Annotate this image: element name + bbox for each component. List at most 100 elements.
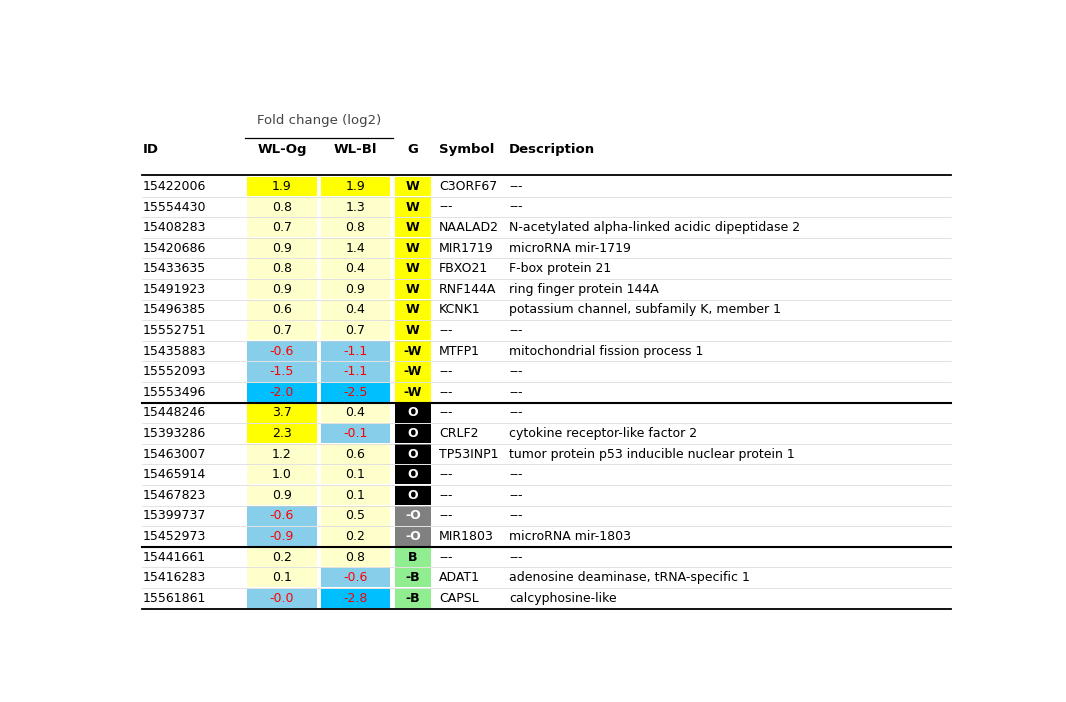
Bar <box>321 341 390 361</box>
Text: 15553496: 15553496 <box>143 386 207 399</box>
Text: 15393286: 15393286 <box>143 427 207 440</box>
Bar <box>247 568 317 588</box>
Text: ---: --- <box>439 324 452 337</box>
Text: 1.2: 1.2 <box>272 448 292 461</box>
Bar <box>321 300 390 319</box>
Text: ---: --- <box>510 550 522 564</box>
Bar <box>247 279 317 299</box>
Bar <box>247 259 317 279</box>
Text: CAPSL: CAPSL <box>439 592 479 604</box>
Bar <box>395 548 431 567</box>
Text: -W: -W <box>404 365 422 378</box>
Text: 15422006: 15422006 <box>143 180 207 193</box>
Text: Fold change (log2): Fold change (log2) <box>257 114 381 127</box>
Text: 15448246: 15448246 <box>143 406 207 419</box>
Text: -0.9: -0.9 <box>270 530 294 543</box>
Bar <box>321 465 390 484</box>
Bar <box>321 177 390 196</box>
Text: CRLF2: CRLF2 <box>439 427 479 440</box>
Text: 0.8: 0.8 <box>272 263 292 275</box>
Text: 15399737: 15399737 <box>143 510 207 522</box>
Bar <box>247 526 317 546</box>
Text: ---: --- <box>510 386 522 399</box>
Bar <box>247 548 317 567</box>
Text: WL-Og: WL-Og <box>257 143 307 156</box>
Text: ---: --- <box>510 489 522 502</box>
Bar <box>395 506 431 526</box>
Text: 3.7: 3.7 <box>272 406 292 419</box>
Text: G: G <box>407 143 418 156</box>
Text: -B: -B <box>405 571 420 584</box>
Text: ---: --- <box>439 550 452 564</box>
Text: MTFP1: MTFP1 <box>439 345 480 357</box>
Text: 0.9: 0.9 <box>272 283 292 296</box>
Text: 15433635: 15433635 <box>143 263 207 275</box>
Text: -O: -O <box>405 530 421 543</box>
Text: O: O <box>407 406 418 419</box>
Text: -0.6: -0.6 <box>343 571 368 584</box>
Text: -1.5: -1.5 <box>270 365 294 378</box>
Text: ---: --- <box>439 468 452 481</box>
Text: W: W <box>406 303 420 317</box>
Text: -0.1: -0.1 <box>343 427 368 440</box>
Text: Symbol: Symbol <box>439 143 495 156</box>
Text: 0.9: 0.9 <box>272 241 292 255</box>
Bar <box>395 197 431 217</box>
Bar <box>247 362 317 381</box>
Text: 15416283: 15416283 <box>143 571 207 584</box>
Bar <box>395 424 431 443</box>
Text: O: O <box>407 489 418 502</box>
Text: KCNK1: KCNK1 <box>439 303 481 317</box>
Bar <box>395 444 431 464</box>
Text: 0.6: 0.6 <box>345 448 366 461</box>
Text: -1.1: -1.1 <box>343 365 368 378</box>
Text: 15463007: 15463007 <box>143 448 207 461</box>
Bar <box>321 568 390 588</box>
Text: ring finger protein 144A: ring finger protein 144A <box>510 283 659 296</box>
Text: ---: --- <box>439 510 452 522</box>
Bar <box>247 444 317 464</box>
Text: ---: --- <box>439 489 452 502</box>
Text: 0.9: 0.9 <box>272 489 292 502</box>
Text: MIR1719: MIR1719 <box>439 241 494 255</box>
Text: 15496385: 15496385 <box>143 303 207 317</box>
Text: 1.9: 1.9 <box>272 180 292 193</box>
Text: 15420686: 15420686 <box>143 241 207 255</box>
Bar <box>321 279 390 299</box>
Text: N-acetylated alpha-linked acidic dipeptidase 2: N-acetylated alpha-linked acidic dipepti… <box>510 221 801 234</box>
Bar <box>321 548 390 567</box>
Text: 15452973: 15452973 <box>143 530 207 543</box>
Text: 1.4: 1.4 <box>345 241 366 255</box>
Bar <box>321 197 390 217</box>
Bar <box>321 383 390 402</box>
Text: ---: --- <box>439 201 452 213</box>
Text: mitochondrial fission process 1: mitochondrial fission process 1 <box>510 345 704 357</box>
Text: -0.0: -0.0 <box>270 592 294 604</box>
Bar <box>395 588 431 608</box>
Text: 15435883: 15435883 <box>143 345 207 357</box>
Text: RNF144A: RNF144A <box>439 283 497 296</box>
Text: Description: Description <box>510 143 595 156</box>
Bar <box>395 239 431 258</box>
Text: -0.6: -0.6 <box>270 510 294 522</box>
Bar <box>321 218 390 237</box>
Bar <box>395 218 431 237</box>
Text: C3ORF67: C3ORF67 <box>439 180 497 193</box>
Text: ---: --- <box>439 406 452 419</box>
Text: tumor protein p53 inducible nuclear protein 1: tumor protein p53 inducible nuclear prot… <box>510 448 795 461</box>
Bar <box>247 506 317 526</box>
Text: ---: --- <box>510 180 522 193</box>
Text: FBXO21: FBXO21 <box>439 263 488 275</box>
Text: 1.9: 1.9 <box>345 180 366 193</box>
Text: -2.0: -2.0 <box>270 386 294 399</box>
Text: 0.6: 0.6 <box>272 303 292 317</box>
Bar <box>395 403 431 423</box>
Bar <box>247 239 317 258</box>
Text: 0.9: 0.9 <box>345 283 366 296</box>
Text: 15552093: 15552093 <box>143 365 207 378</box>
Text: O: O <box>407 468 418 481</box>
Bar <box>247 465 317 484</box>
Bar <box>321 321 390 340</box>
Bar <box>395 321 431 340</box>
Text: -W: -W <box>404 345 422 357</box>
